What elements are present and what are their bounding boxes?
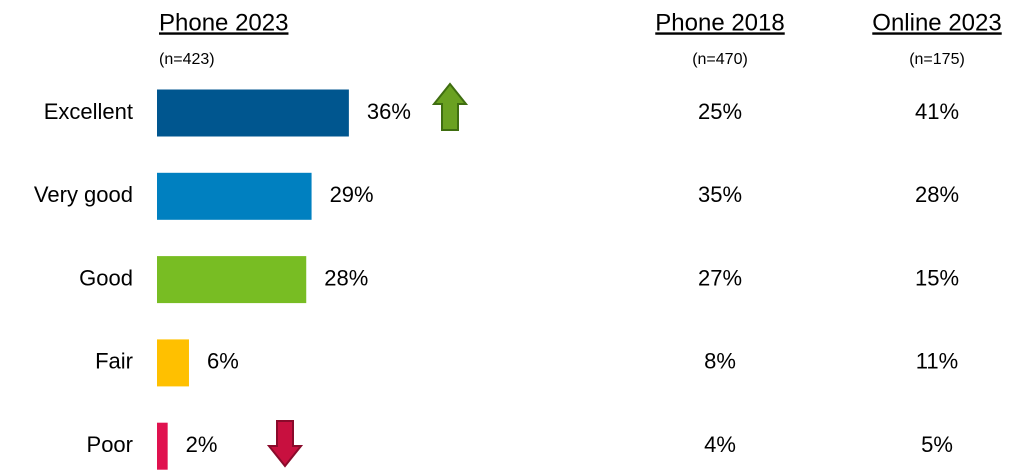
- category-label: Very good: [34, 182, 133, 207]
- value-label: 6%: [207, 349, 239, 374]
- increase-arrow: [431, 82, 469, 131]
- bar: [157, 172, 312, 220]
- category-label: Good: [79, 265, 133, 290]
- sample-size: (n=423): [159, 51, 215, 68]
- column-header: Phone 2023: [159, 9, 288, 36]
- category-label: Poor: [87, 432, 133, 457]
- sample-size: (n=470): [692, 51, 748, 68]
- table-value: 5%: [921, 432, 953, 457]
- bar: [157, 339, 189, 387]
- category-label: Excellent: [44, 99, 133, 124]
- table-value: 41%: [915, 99, 959, 124]
- value-label: 29%: [330, 182, 374, 207]
- column-header: Online 2023: [872, 9, 1001, 36]
- table-value: 28%: [915, 182, 959, 207]
- column-header: Phone 2018: [655, 9, 784, 36]
- table-value: 8%: [704, 349, 736, 374]
- table-value: 11%: [916, 349, 958, 374]
- value-label: 28%: [324, 265, 368, 290]
- category-label: Fair: [95, 349, 133, 374]
- value-label: 2%: [186, 432, 218, 457]
- table-value: 15%: [915, 265, 959, 290]
- table-value: 35%: [698, 182, 742, 207]
- table-value: 27%: [698, 265, 742, 290]
- sample-size: (n=175): [909, 51, 965, 68]
- decrease-arrow: [266, 420, 304, 468]
- value-label: 36%: [367, 99, 411, 124]
- bar: [157, 256, 307, 304]
- table-value: 4%: [704, 432, 736, 457]
- bar: [157, 89, 349, 137]
- table-value: 25%: [698, 99, 742, 124]
- bar: [157, 422, 168, 470]
